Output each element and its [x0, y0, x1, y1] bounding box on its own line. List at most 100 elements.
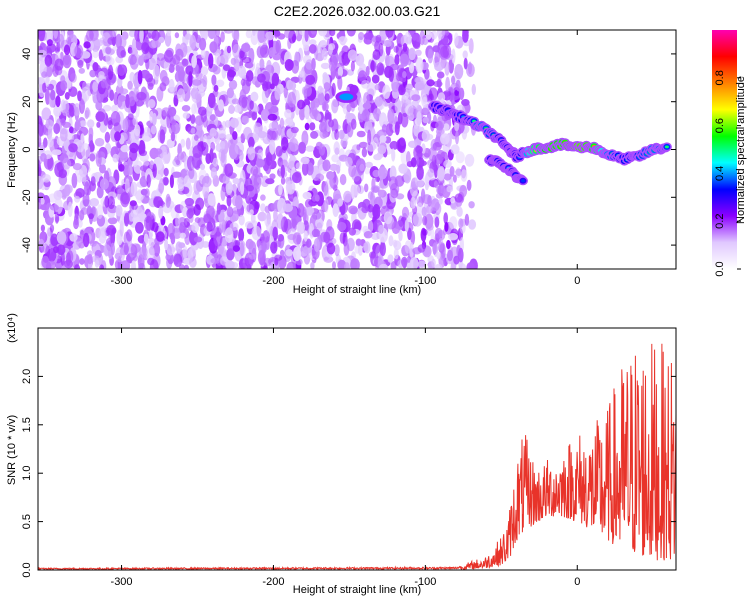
heatmap-cell [111, 227, 117, 235]
heatmap-cell [118, 88, 129, 95]
heatmap-cell [302, 206, 307, 222]
heatmap-cell [214, 132, 221, 145]
heatmap-cell [460, 169, 468, 182]
heatmap-cell [207, 193, 216, 206]
heatmap-cell [305, 74, 316, 85]
heatmap-cell [422, 116, 430, 124]
heatmap-cell [46, 30, 54, 43]
heatmap-cell [118, 164, 125, 172]
heatmap-cell [323, 82, 331, 91]
heatmap-cell [299, 70, 305, 78]
heatmap-cell [425, 30, 432, 40]
heatmap-cell [183, 264, 189, 269]
heatmap-cell [174, 32, 180, 39]
heatmap-cell [244, 221, 254, 229]
heatmap-cell [415, 49, 422, 56]
heatmap-cell [166, 113, 171, 129]
heatmap-cell [404, 31, 412, 45]
heatmap-cell [304, 104, 310, 120]
heatmap-cell [436, 149, 445, 161]
heatmap-cell [296, 221, 306, 235]
heatmap-cell [246, 263, 252, 269]
heatmap-cell [105, 46, 112, 55]
heatmap-cell [145, 244, 155, 261]
heatmap-cell [434, 216, 440, 228]
heatmap-cell [177, 88, 186, 103]
heatmap-cell [89, 140, 94, 151]
heatmap-cell [326, 242, 336, 255]
heatmap-cell [209, 114, 216, 121]
spectrogram-y-ticks: -40 -20 0 20 40 [21, 48, 676, 253]
heatmap-cell [269, 138, 276, 155]
heatmap-cell [216, 202, 221, 215]
heatmap-cell [220, 31, 225, 43]
heatmap-cell [77, 59, 84, 69]
heatmap-cell [264, 205, 270, 214]
heatmap-cell [326, 171, 335, 180]
heatmap-cell [46, 227, 51, 243]
heatmap-cell [438, 198, 443, 205]
heatmap-cell [364, 167, 370, 175]
heatmap-cell [58, 169, 67, 179]
heatmap-cell [265, 152, 273, 166]
heatmap-cell [92, 61, 99, 72]
heatmap-cell [372, 204, 381, 220]
heatmap-cell [116, 185, 124, 195]
heatmap-cell [331, 99, 339, 114]
heatmap-cell [365, 161, 373, 168]
heatmap-cell [209, 41, 218, 53]
heatmap-cell [364, 120, 373, 134]
heatmap-cell [53, 105, 62, 117]
heatmap-cell [347, 49, 358, 61]
heatmap-cell [295, 162, 302, 170]
heatmap-cell [315, 173, 325, 182]
heatmap-cell [241, 115, 250, 125]
heatmap-cell [385, 54, 390, 66]
heatmap-cell [417, 260, 426, 269]
heatmap-cell [373, 108, 382, 120]
heatmap-cell [377, 145, 387, 155]
heatmap-cell [415, 57, 424, 74]
heatmap-cell [137, 70, 143, 85]
heatmap-cell [283, 203, 293, 213]
heatmap-cell [79, 258, 85, 265]
heatmap-cell [115, 33, 123, 49]
heatmap-cell [168, 124, 176, 135]
heatmap-cell [394, 121, 400, 136]
heatmap-cell [379, 135, 387, 143]
heatmap-cell [211, 74, 217, 86]
heatmap-cell [402, 71, 407, 78]
heatmap-cell [331, 82, 336, 97]
heatmap-cell [159, 129, 166, 144]
heatmap-cell [430, 30, 438, 40]
heatmap-cell [292, 246, 302, 262]
heatmap-cell [311, 211, 322, 220]
heatmap-cell [80, 133, 85, 144]
heatmap-cell [309, 122, 316, 131]
heatmap-cell [191, 55, 198, 68]
heatmap-cell [301, 134, 308, 142]
heatmap-cell [185, 137, 191, 150]
y-tick-label: -20 [21, 189, 33, 205]
heatmap-cell [166, 30, 172, 37]
heatmap-cell [305, 59, 314, 70]
heatmap-cell [383, 211, 393, 225]
heatmap-cell [421, 206, 427, 217]
heatmap-cell [40, 197, 45, 205]
heatmap-cell [114, 131, 121, 142]
heatmap-cell [278, 183, 283, 196]
heatmap-cell [64, 92, 70, 100]
heatmap-cell [313, 238, 320, 252]
heatmap-cell [109, 89, 115, 102]
heatmap-cell [210, 141, 216, 152]
heatmap-cell [221, 237, 227, 248]
heatmap-cell [309, 106, 319, 120]
heatmap-cell [458, 218, 464, 229]
heatmap-cell [453, 32, 459, 46]
heatmap-cell [268, 121, 279, 132]
heatmap-cell [218, 99, 224, 112]
heatmap-cell [45, 77, 50, 88]
heatmap-cell [287, 91, 297, 108]
heatmap-cell [466, 63, 475, 78]
heatmap-cell [43, 137, 48, 148]
